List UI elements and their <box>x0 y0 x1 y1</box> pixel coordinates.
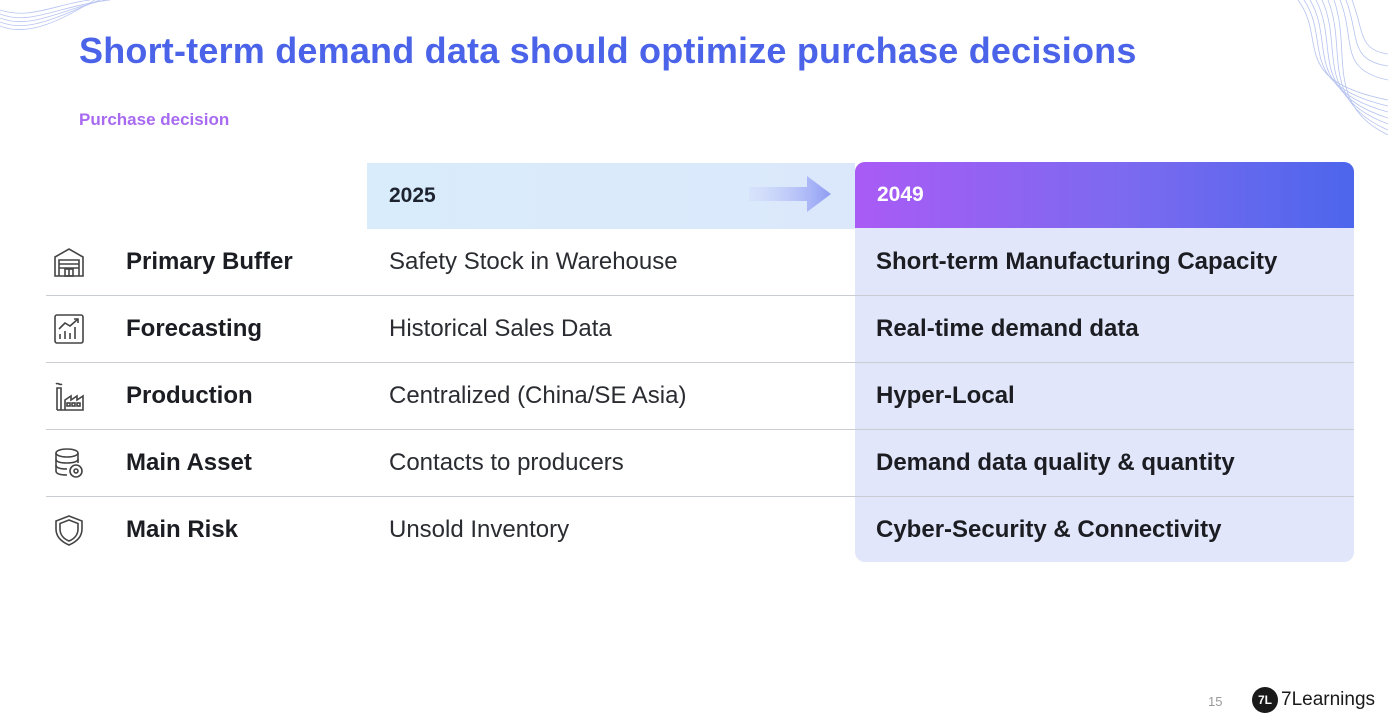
row-category: Main Risk <box>126 516 239 543</box>
table-row: Forecasting Historical Sales Data Real-t… <box>46 296 1354 363</box>
table-row: Production Centralized (China/SE Asia) H… <box>46 363 1354 430</box>
row-value-2049: Demand data quality & quantity <box>876 449 1235 476</box>
warehouse-icon <box>54 248 84 277</box>
row-value-2025: Unsold Inventory <box>389 516 570 543</box>
row-value-2025: Safety Stock in Warehouse <box>389 248 678 275</box>
slide-title: Short-term demand data should optimize p… <box>79 30 1137 71</box>
shield-icon <box>55 515 83 546</box>
row-value-2025: Historical Sales Data <box>389 315 612 342</box>
logo-mark: 7L <box>1252 687 1278 713</box>
arrow-right-icon <box>749 176 831 212</box>
row-value-2049: Hyper-Local <box>876 382 1015 409</box>
column-header-2025: 2025 <box>367 163 855 229</box>
table-row: Primary Buffer Safety Stock in Warehouse… <box>46 229 1354 296</box>
column-header-2025-label: 2025 <box>389 184 436 207</box>
row-category: Main Asset <box>126 449 252 476</box>
row-value-2049: Real-time demand data <box>876 315 1139 342</box>
row-category: Primary Buffer <box>126 248 293 275</box>
decorative-wave-top-right <box>1297 0 1388 135</box>
column-header-2049: 2049 <box>855 162 1354 228</box>
row-value-2049: Cyber-Security & Connectivity <box>876 516 1222 543</box>
database-icon <box>55 448 83 478</box>
table-row: Main Risk Unsold Inventory Cyber-Securit… <box>46 497 1354 563</box>
row-category: Forecasting <box>126 315 263 342</box>
slide-subtitle: Purchase decision <box>79 110 230 129</box>
row-category: Production <box>126 382 253 409</box>
row-value-2025: Contacts to producers <box>389 449 624 476</box>
column-header-2049-label: 2049 <box>877 183 924 206</box>
page-number: 15 <box>1208 694 1223 709</box>
comparison-table: Primary Buffer Safety Stock in Warehouse… <box>46 229 1354 563</box>
chart-icon <box>54 314 84 344</box>
logo-text: 7Learnings <box>1281 689 1376 710</box>
table-row: Main Asset Contacts to producers Demand … <box>46 430 1354 497</box>
factory-icon <box>55 382 84 411</box>
row-value-2049: Short-term Manufacturing Capacity <box>876 248 1278 275</box>
row-value-2025: Centralized (China/SE Asia) <box>389 382 687 409</box>
